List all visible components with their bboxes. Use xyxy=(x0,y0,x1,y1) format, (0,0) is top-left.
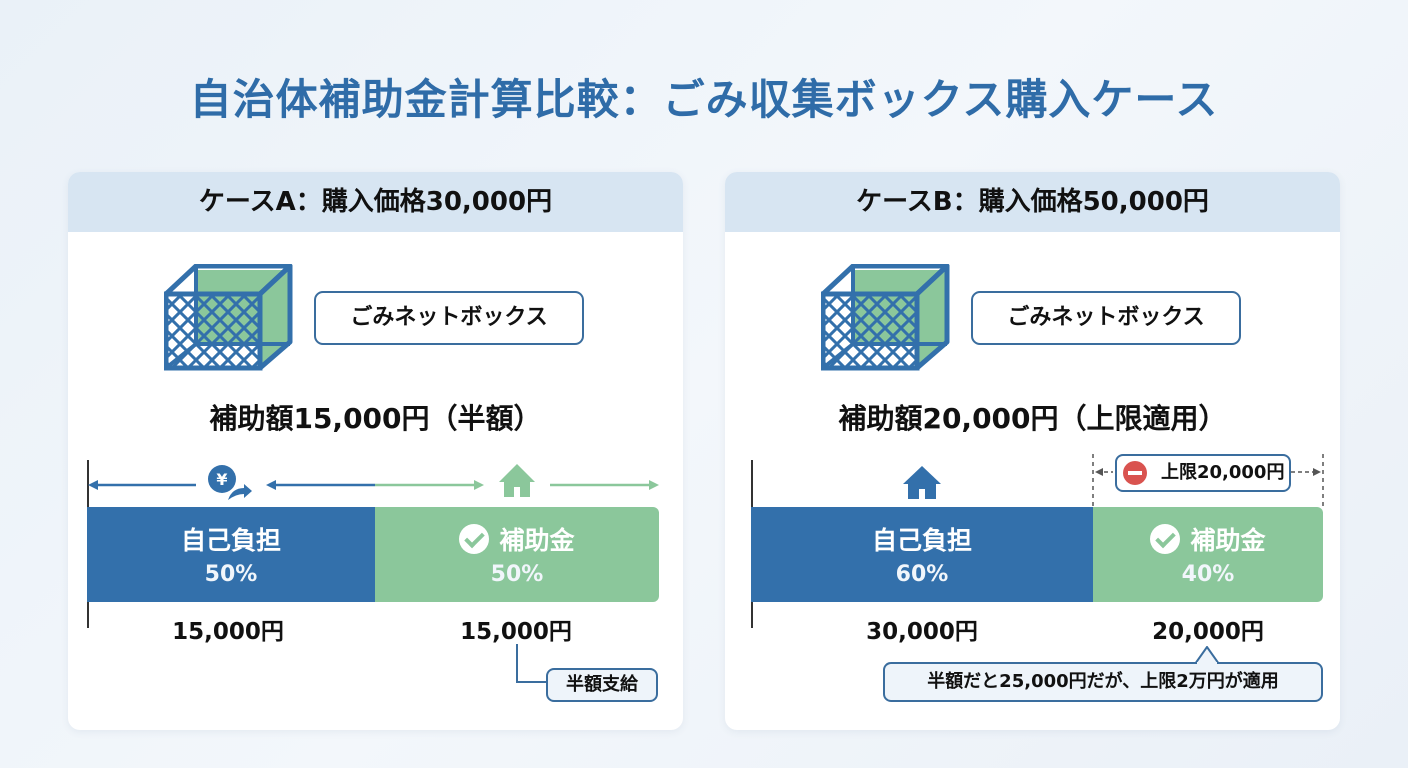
mesh-crate-icon xyxy=(821,264,950,371)
self-pay-value: 15,000円 xyxy=(172,619,284,645)
subsidy-label: 補助金 xyxy=(499,526,575,555)
svg-text:¥: ¥ xyxy=(216,470,227,489)
product-label: ごみネットボックス xyxy=(971,291,1241,345)
callout-pointer xyxy=(1195,646,1219,664)
subsidy-percent: 40% xyxy=(1181,562,1235,587)
cap-range-indicator xyxy=(903,454,1324,507)
subsidy-amount-heading: 補助額15,000円（半額） xyxy=(209,402,542,435)
case-a-card: ケースA：購入価格30,000円 ごみネットボックス 補助額15,000円（半額… xyxy=(68,172,683,730)
house-icon xyxy=(499,464,535,497)
callout-connector xyxy=(516,644,548,683)
case-b-card: ケースB：購入価格50,000円 ごみネットボックス 補助額20,000円（上限… xyxy=(725,172,1340,730)
minus-circle-icon xyxy=(1123,461,1147,485)
cap-badge: 上限20,000円 xyxy=(1115,454,1291,492)
product-label: ごみネットボックス xyxy=(314,291,584,345)
subsidy-value: 15,000円 xyxy=(460,619,572,645)
self-pay-bar: 自己負担 60% xyxy=(751,507,1093,602)
subsidy-label: 補助金 xyxy=(1190,526,1266,555)
mesh-crate-icon xyxy=(164,264,293,371)
subsidy-bar: 補助金 40% xyxy=(1093,507,1323,602)
check-circle-icon xyxy=(459,524,490,554)
self-pay-label: 自己負担 xyxy=(871,526,972,555)
self-pay-label: 自己負担 xyxy=(180,526,281,555)
house-icon xyxy=(903,466,941,499)
page-title: 自治体補助金計算比較：ごみ収集ボックス購入ケース xyxy=(189,75,1219,124)
cap-explanation-note: 半額だと25,000円だが、上限2万円が適用 xyxy=(883,662,1323,702)
cap-label: 上限20,000円 xyxy=(1161,462,1285,483)
check-circle-icon xyxy=(1150,524,1181,554)
self-pay-percent: 60% xyxy=(895,562,949,587)
subsidy-percent: 50% xyxy=(490,562,544,587)
subsidy-amount-heading: 補助額20,000円（上限適用） xyxy=(838,402,1227,435)
subsidy-bar: 補助金 50% xyxy=(375,507,659,602)
self-pay-bar: 自己負担 50% xyxy=(87,507,375,602)
yen-transfer-icon: ¥ xyxy=(208,465,252,500)
half-payment-note: 半額支給 xyxy=(546,668,658,702)
self-pay-percent: 50% xyxy=(204,562,258,587)
case-b-header: ケースB：購入価格50,000円 xyxy=(725,172,1340,232)
range-arrows: ¥ xyxy=(88,464,659,500)
case-a-header: ケースA：購入価格30,000円 xyxy=(68,172,683,232)
subsidy-value: 20,000円 xyxy=(1152,619,1264,645)
self-pay-value: 30,000円 xyxy=(866,619,978,645)
